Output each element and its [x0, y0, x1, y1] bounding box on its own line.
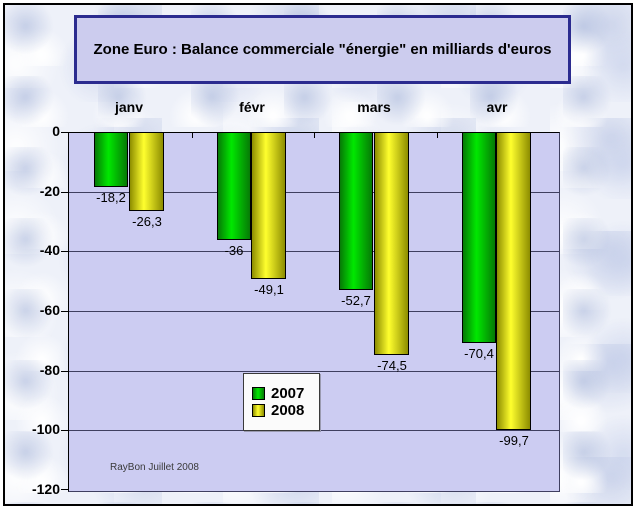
legend-label: 2007 [271, 385, 305, 402]
legend-item: 2007 [252, 385, 319, 402]
legend: 2007 2008 [243, 373, 320, 431]
y-tick-mark [61, 371, 68, 372]
y-tick-label: -100 [31, 421, 60, 437]
category-label: févr [239, 99, 265, 115]
bar-2008 [251, 133, 286, 279]
y-tick-mark [61, 311, 68, 312]
annotation-author: RayBon Juillet 2008 [110, 462, 199, 473]
y-tick-mark [61, 430, 68, 431]
bar-2008 [129, 133, 164, 211]
legend-label: 2008 [271, 402, 305, 419]
bar-value-label: -49,1 [254, 282, 284, 297]
bar-2008 [374, 133, 409, 355]
y-tick-label: -60 [39, 302, 60, 318]
gridline [69, 371, 559, 372]
bar-value-label: -18,2 [96, 190, 126, 205]
y-tick-mark [61, 489, 68, 490]
category-label: mars [357, 99, 391, 115]
y-tick-label: -120 [31, 481, 60, 497]
category-tick-mark [192, 133, 193, 138]
bar-value-label: -74,5 [377, 358, 407, 373]
legend-item: 2008 [252, 402, 319, 419]
y-tick-mark [61, 132, 68, 133]
bar-2008 [496, 133, 531, 430]
bar-2007 [217, 133, 251, 240]
gridline [69, 192, 559, 193]
plot-area: -18,2 -36 -52,7 -70,4 -26,3 -49,1 -74,5 -99,7 [68, 132, 560, 492]
bar-value-label: -70,4 [464, 346, 494, 361]
gridline [69, 311, 559, 312]
y-tick-mark [61, 192, 68, 193]
bar-value-label: -52,7 [341, 293, 371, 308]
gridline [69, 251, 559, 252]
bar-value-label: -36 [224, 243, 244, 258]
y-tick-label: 0 [52, 123, 60, 139]
y-tick-mark [61, 251, 68, 252]
legend-swatch-2008 [252, 404, 265, 417]
y-tick-label: -20 [39, 183, 60, 199]
category-label: avr [486, 99, 508, 115]
chart-title-box: Zone Euro : Balance commerciale "énergie… [74, 15, 571, 84]
bar-2007 [94, 133, 128, 187]
bar-value-label: -26,3 [132, 214, 162, 229]
bar-2007 [339, 133, 373, 290]
chart-frame: Zone Euro : Balance commerciale "énergie… [3, 3, 633, 506]
category-tick-mark [437, 133, 438, 138]
category-label: janv [114, 99, 143, 115]
category-tick-mark [314, 133, 315, 138]
y-tick-label: -40 [39, 242, 60, 258]
chart-title: Zone Euro : Balance commerciale "énergie… [93, 40, 552, 58]
bar-2007 [462, 133, 496, 343]
bar-value-label: -99,7 [499, 433, 529, 448]
legend-items: 2007 2008 [252, 385, 319, 419]
y-tick-label: -80 [39, 362, 60, 378]
legend-swatch-2007 [252, 387, 265, 400]
